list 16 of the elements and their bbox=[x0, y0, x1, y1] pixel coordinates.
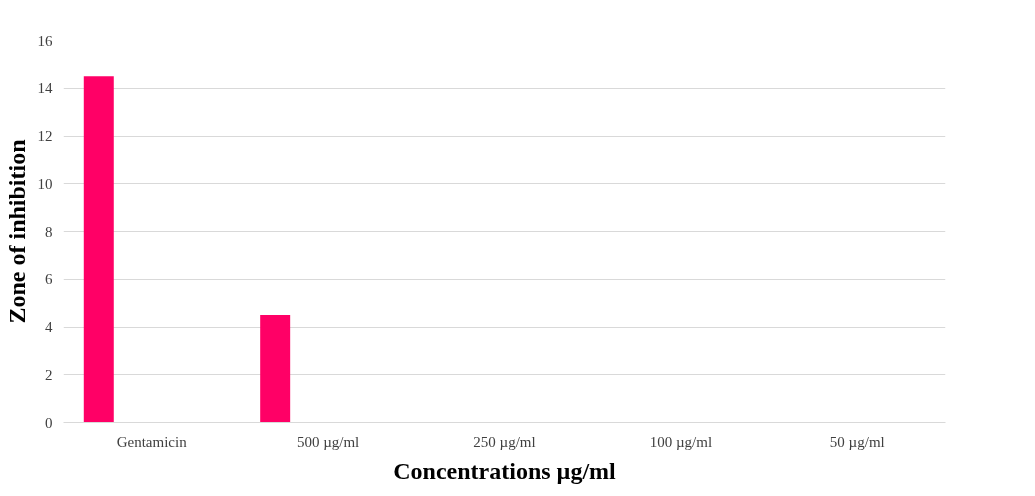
x-tick-label: Gentamicin bbox=[116, 433, 188, 450]
y-axis-title: Zone of inhibition bbox=[3, 139, 30, 324]
y-tick-label: 8 bbox=[45, 223, 53, 240]
x-tick-label: 50 µg/ml bbox=[829, 433, 885, 450]
y-tick-label: 2 bbox=[45, 366, 53, 383]
y-tick-label: 6 bbox=[45, 271, 53, 288]
y-tick-label: 12 bbox=[37, 128, 53, 144]
x-tick-label: 500 µg/ml bbox=[296, 433, 360, 450]
y-tick-label: 10 bbox=[37, 175, 53, 192]
y-tick-label: 4 bbox=[45, 319, 53, 335]
y-tick-label: 0 bbox=[45, 414, 53, 431]
x-axis-title: Concentrations µg/ml bbox=[393, 457, 617, 484]
x-tick-label: 250 µg/ml bbox=[473, 433, 536, 450]
y-tick-label: 14 bbox=[37, 80, 53, 97]
x-tick-label: 100 µg/ml bbox=[649, 433, 713, 450]
y-tick-label: 16 bbox=[37, 32, 53, 49]
